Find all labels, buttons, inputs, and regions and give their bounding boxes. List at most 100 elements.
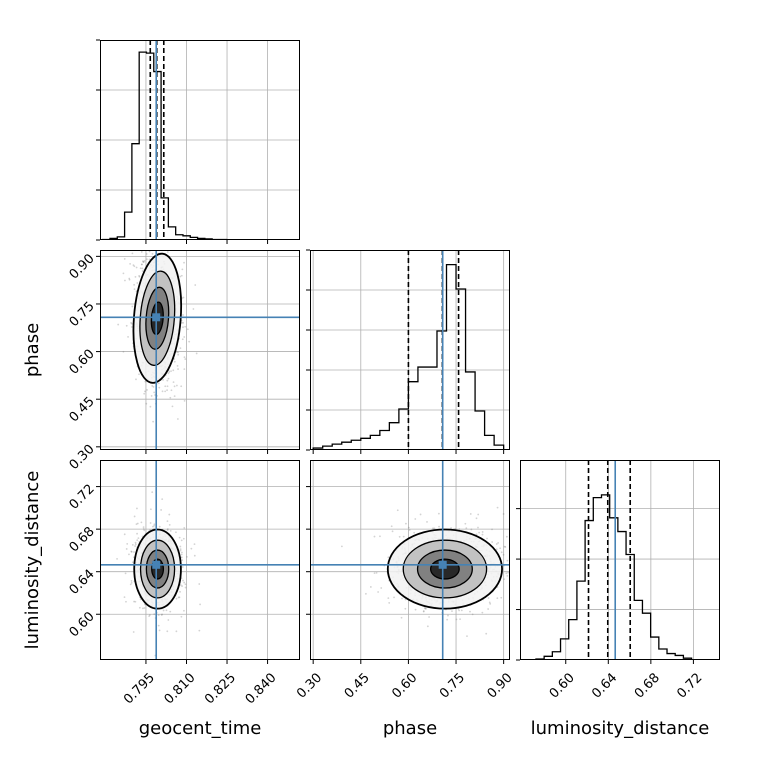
density-panel-phase-luminosity_distance-sample-point xyxy=(402,535,405,538)
density-panel-geocent_time-luminosity_distance-sample-point xyxy=(126,542,129,545)
density-panel-phase-luminosity_distance-sample-point xyxy=(507,571,509,574)
density-panel-geocent_time-luminosity_distance-sample-point xyxy=(153,524,156,527)
density-panel-phase-luminosity_distance-sample-point xyxy=(466,635,468,638)
hist-frame-luminosity_distance xyxy=(520,460,720,660)
density-panel-geocent_time-phase-frame xyxy=(100,250,300,450)
density-panel-phase-luminosity_distance-sample-point xyxy=(499,547,502,550)
density-panel-geocent_time-phase-sample-point xyxy=(173,385,176,388)
density-panel-geocent_time-luminosity_distance-sample-point xyxy=(142,528,145,530)
density-panel-geocent_time-phase-sample-point xyxy=(188,340,191,343)
density-panel-phase-luminosity_distance-sample-point xyxy=(505,535,508,538)
density-panel-geocent_time-luminosity_distance-sample-point xyxy=(184,583,187,586)
density-panel-geocent_time-luminosity_distance-sample-point xyxy=(181,559,184,562)
density-panel-geocent_time-phase-sample-point xyxy=(128,277,131,280)
density-panel-geocent_time-phase-sample-point xyxy=(183,336,186,338)
density-panel-phase-luminosity_distance-sample-point xyxy=(380,587,383,589)
density-panel-geocent_time-phase-sample-point xyxy=(169,396,172,399)
density-panel-geocent_time-luminosity_distance-sample-point xyxy=(125,600,127,603)
density-panel-geocent_time-luminosity_distance-sample-point xyxy=(178,536,181,539)
density-panel-geocent_time-luminosity_distance-sample-point xyxy=(190,547,193,550)
density-panel-phase-luminosity_distance-sample-point xyxy=(387,556,390,559)
density-panel-phase-luminosity_distance-sample-point xyxy=(396,509,399,512)
tick-label-x-phase-3: 0.75 xyxy=(437,670,468,701)
tick-label-x-luminosity_distance-2: 0.68 xyxy=(632,670,663,701)
density-panel-phase-luminosity_distance-sample-point xyxy=(405,522,407,525)
density-panel-phase-luminosity_distance-sample-point xyxy=(485,632,488,635)
hist-frame-geocent_time xyxy=(100,40,300,240)
density-panel-geocent_time-phase-sample-point xyxy=(179,347,182,350)
density-panel-phase-luminosity_distance-sample-point xyxy=(505,572,508,575)
hist-panel-luminosity_distance-inner xyxy=(520,460,720,660)
density-panel-geocent_time-luminosity_distance-sample-point xyxy=(151,525,154,528)
density-panel-phase-luminosity_distance-sample-point xyxy=(481,531,484,533)
density-panel-geocent_time-luminosity_distance-sample-point xyxy=(166,630,169,633)
density-panel-phase-luminosity_distance-sample-point xyxy=(447,669,449,671)
density-panel-phase-luminosity_distance-sample-point xyxy=(526,527,528,529)
density-panel-geocent_time-phase-sample-point xyxy=(143,392,146,395)
density-panel-geocent_time-phase-sample-point xyxy=(138,275,141,278)
density-panel-geocent_time-luminosity_distance-sample-point xyxy=(123,533,126,536)
density-panel-geocent_time-phase-sample-point xyxy=(134,275,137,278)
density-panel-geocent_time-luminosity_distance-sample-point xyxy=(133,551,135,553)
tick-label-y-phase-2: 0.60 xyxy=(67,347,98,378)
density-panel-phase-luminosity_distance-sample-point xyxy=(543,543,545,545)
density-panel-geocent_time-luminosity_distance-sample-point xyxy=(167,619,170,621)
density-panel-phase-luminosity_distance-sample-point xyxy=(488,601,491,604)
tick-label-y-phase-4: 0.90 xyxy=(67,251,98,282)
density-panel-phase-luminosity_distance-sample-point xyxy=(408,529,411,531)
density-panel-geocent_time-luminosity_distance-sample-point xyxy=(175,630,178,633)
histogram-geocent_time xyxy=(102,51,228,240)
density-panel-phase-luminosity_distance-sample-point xyxy=(414,518,417,520)
density-panel-geocent_time-phase-sample-point xyxy=(183,368,186,370)
density-panel-geocent_time-luminosity_distance-sample-point xyxy=(183,527,186,529)
density-panel-phase-luminosity_distance-sample-point xyxy=(513,572,515,574)
density-panel-geocent_time-phase-sample-point xyxy=(172,381,175,384)
density-panel-geocent_time-phase-sample-point xyxy=(138,373,140,376)
density-panel-phase-luminosity_distance-sample-point xyxy=(509,576,510,579)
density-panel-phase-luminosity_distance-sample-point xyxy=(489,602,492,605)
density-panel-geocent_time-luminosity_distance-sample-point xyxy=(168,523,171,526)
density-panel-phase-luminosity_distance-sample-point xyxy=(487,608,490,610)
density-panel-geocent_time-phase-sample-point xyxy=(184,325,187,328)
density-panel-phase-luminosity_distance-sample-point xyxy=(506,559,509,562)
density-panel-phase-luminosity_distance-sample-point xyxy=(465,527,468,529)
density-panel-geocent_time-luminosity_distance-sample-point xyxy=(166,520,169,523)
density-panel-phase-luminosity_distance-sample-point xyxy=(477,513,480,516)
density-panel-phase-luminosity_distance-sample-point xyxy=(471,613,474,616)
density-panel-geocent_time-luminosity_distance-sample-point xyxy=(180,539,183,542)
density-panel-geocent_time-luminosity_distance-sample-point xyxy=(166,528,169,530)
density-panel-geocent_time-phase-sample-point xyxy=(186,328,189,331)
density-panel-geocent_time-luminosity_distance-sample-point xyxy=(158,525,161,528)
density-panel-phase-luminosity_distance-sample-point xyxy=(510,591,512,593)
density-panel-phase-luminosity_distance-frame xyxy=(310,460,510,660)
xlabel-luminosity_distance: luminosity_distance xyxy=(531,718,710,739)
density-panel-geocent_time-phase-sample-point xyxy=(136,243,138,245)
density-panel-geocent_time-luminosity_distance-sample-point xyxy=(153,523,156,526)
density-panel-geocent_time-luminosity_distance-sample-point xyxy=(123,596,126,599)
density-panel-geocent_time-luminosity_distance-sample-point xyxy=(180,615,183,618)
density-panel-geocent_time-phase-sample-point xyxy=(127,336,129,338)
density-panel-phase-luminosity_distance-sample-point xyxy=(451,610,453,612)
density-panel-geocent_time-luminosity_distance-sample-point xyxy=(134,545,137,547)
density-panel-phase-luminosity_distance-sample-point xyxy=(373,535,376,538)
density-panel-phase-luminosity_distance-sample-point xyxy=(433,527,436,530)
tick-label-y-phase-0: 0.30 xyxy=(67,442,98,473)
density-panel-phase-luminosity_distance-sample-point xyxy=(523,561,525,563)
density-panel-geocent_time-luminosity_distance-sample-point xyxy=(138,606,141,609)
density-panel-geocent_time-phase-sample-point xyxy=(145,250,147,251)
density-panel-geocent_time-phase-sample-point xyxy=(177,368,179,370)
density-panel-geocent_time-phase-sample-point xyxy=(159,234,161,236)
tick-label-x-geocent_time-3: 0.840 xyxy=(243,670,280,707)
density-panel-geocent_time-luminosity_distance-sample-point xyxy=(131,543,134,546)
density-panel-phase-luminosity_distance-sample-point xyxy=(502,553,505,556)
density-panel-geocent_time-phase-sample-point xyxy=(175,351,178,353)
density-panel-geocent_time-luminosity_distance-sample-point xyxy=(130,550,133,553)
density-panel-phase-luminosity_distance-sample-point xyxy=(481,611,484,614)
density-panel-geocent_time-phase-sample-point xyxy=(170,370,172,373)
density-panel-geocent_time-luminosity_distance-sample-point xyxy=(134,543,137,546)
density-panel-geocent_time-phase-sample-point xyxy=(166,385,169,388)
density-panel-geocent_time-phase-sample-point xyxy=(183,356,186,359)
density-panel-geocent_time-luminosity_distance-sample-point xyxy=(133,515,136,518)
density-panel-geocent_time-luminosity_distance-sample-point xyxy=(180,556,183,559)
